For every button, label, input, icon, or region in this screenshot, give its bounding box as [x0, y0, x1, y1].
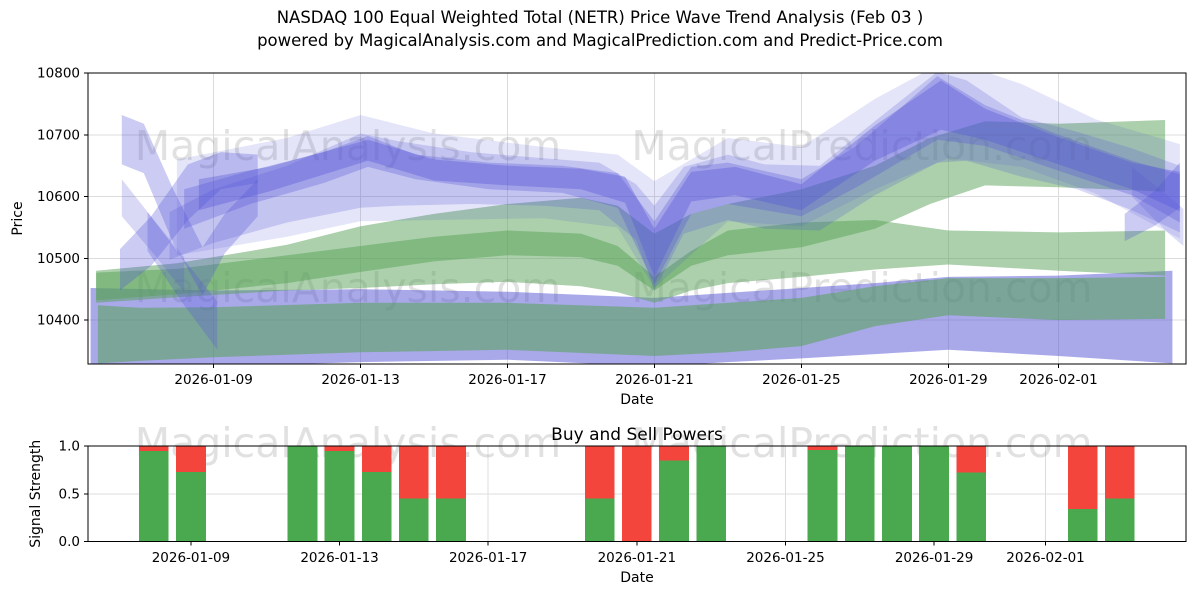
x-axis-label: Date: [620, 570, 653, 586]
buy-power-bar: [436, 498, 466, 542]
sell-power-bar: [956, 446, 987, 473]
y-tick-label: 0.0: [59, 534, 80, 550]
sell-power-bar: [584, 446, 615, 499]
trend-band-blue: [120, 152, 258, 291]
sell-power-bar: [807, 446, 838, 450]
plot-border: [87, 72, 1187, 365]
buy-sell-powers-chart: MagicalAnalysis.com MagicalPrediction.com…: [28, 419, 1187, 586]
trend-band-blue: [198, 80, 1180, 277]
buy-power-bar: [956, 472, 987, 542]
buy-power-bar: [399, 498, 429, 542]
x-tick-label: 2026-01-25: [746, 550, 824, 566]
sell-power-bar: [436, 446, 466, 499]
buy-power-bar: [807, 449, 838, 542]
trend-band-blue: [1132, 166, 1184, 246]
trend-band-blue: [147, 212, 218, 350]
y-tick-label: 10800: [37, 66, 80, 82]
sell-power-bar: [361, 446, 392, 472]
sell-power-bar: [1104, 446, 1135, 499]
trend-band-green: [97, 276, 1166, 364]
trend-band-blue: [1124, 162, 1180, 242]
buy-power-bar: [287, 446, 318, 542]
y-tick-label: 10600: [37, 189, 80, 205]
price-wave-trend-chart: MagicalAnalysis.com MagicalPrediction.com…: [10, 66, 1187, 408]
x-tick-label: 2026-01-21: [615, 372, 693, 388]
sell-power-bar: [399, 446, 429, 499]
trend-band-green: [96, 120, 1166, 301]
sell-power-bar: [1067, 446, 1098, 510]
x-tick-label: 2026-01-29: [909, 372, 987, 388]
x-tick-label: 2026-01-09: [152, 550, 230, 566]
trend-band-blue: [176, 73, 1180, 288]
x-tick-label: 2026-01-21: [598, 550, 676, 566]
chart-title: Buy and Sell Powers: [551, 425, 723, 445]
buy-power-bar: [138, 450, 169, 542]
trend-band-blue: [121, 115, 258, 296]
buy-power-bar: [1104, 498, 1135, 542]
buy-power-bar: [919, 446, 949, 542]
x-tick-label: 2026-01-13: [321, 372, 399, 388]
plot-data: [138, 446, 1135, 542]
buy-power-bar: [1067, 509, 1098, 542]
x-tick-label: 2026-01-09: [174, 372, 252, 388]
y-axis-label: Signal Strength: [28, 440, 44, 548]
trend-band-blue: [184, 76, 1180, 285]
x-tick-label: 2026-01-17: [449, 550, 527, 566]
x-tick-label: 2026-02-01: [1006, 550, 1084, 566]
y-axis-label: Price: [10, 201, 26, 235]
y-tick-label: 0.5: [59, 486, 80, 502]
y-tick-label: 10700: [37, 127, 80, 143]
sell-power-bar: [621, 446, 652, 542]
x-tick-label: 2026-01-13: [300, 550, 378, 566]
sell-power-bar: [176, 446, 206, 472]
buy-power-bar: [659, 460, 689, 542]
y-tick-label: 1.0: [59, 439, 80, 455]
watermark: MagicalAnalysis.com: [135, 122, 562, 170]
buy-power-bar: [696, 446, 726, 542]
sell-power-bar: [138, 446, 169, 451]
x-tick-label: 2026-01-29: [895, 550, 973, 566]
sell-power-bar: [659, 446, 689, 461]
buy-power-bar: [882, 446, 912, 542]
buy-power-bar: [176, 471, 206, 542]
y-tick-label: 10500: [37, 251, 80, 267]
x-tick-label: 2026-01-25: [762, 372, 840, 388]
y-tick-label: 10400: [37, 313, 80, 329]
plot-data: [90, 73, 1184, 364]
trend-band-blue: [121, 179, 185, 293]
trend-band-blue: [169, 73, 1180, 291]
buy-power-bar: [361, 471, 392, 542]
buy-power-bar: [844, 446, 875, 542]
buy-power-bar: [324, 450, 355, 542]
chart-main-title: NASDAQ 100 Equal Weighted Total (NETR) P…: [276, 8, 924, 27]
figure-header: NASDAQ 100 Equal Weighted Total (NETR) P…: [0, 6, 1200, 52]
buy-power-bar: [584, 498, 615, 542]
chart-subtitle: powered by MagicalAnalysis.com and Magic…: [257, 31, 943, 50]
x-axis-label: Date: [620, 392, 653, 408]
sell-power-bar: [324, 446, 355, 451]
x-tick-label: 2026-02-01: [1019, 372, 1097, 388]
x-tick-label: 2026-01-17: [468, 372, 546, 388]
